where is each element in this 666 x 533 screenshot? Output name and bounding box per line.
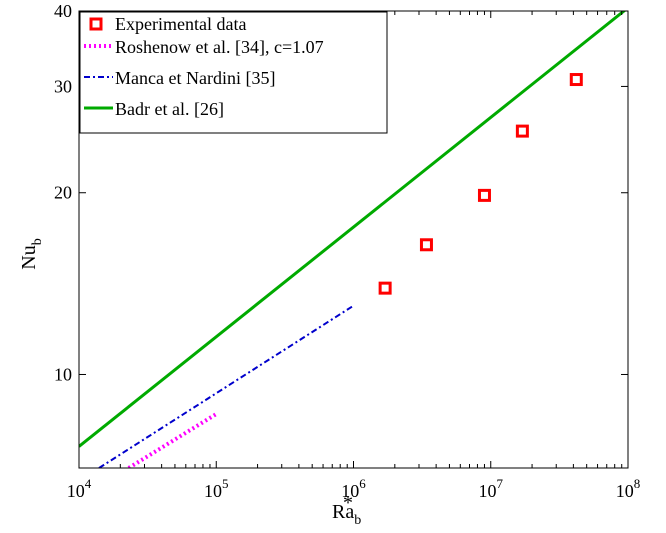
x-tick-label: 104 bbox=[67, 476, 92, 501]
x-axis-label-main: Ra bbox=[332, 501, 354, 523]
data-point-marker bbox=[569, 73, 583, 87]
legend-marker-experimental bbox=[89, 17, 103, 31]
x-tick-label: 107 bbox=[479, 476, 504, 501]
x-tick-label: 105 bbox=[204, 476, 229, 501]
x-tick-label-exponent: 8 bbox=[634, 476, 641, 491]
legend: Experimental data Roshenow et al. [34], … bbox=[79, 11, 388, 134]
y-tick-label: 20 bbox=[54, 183, 72, 203]
data-point-marker bbox=[477, 188, 491, 202]
x-tick-label: 106 bbox=[341, 476, 366, 501]
stray-mark: * bbox=[343, 492, 353, 514]
series-line-2 bbox=[98, 304, 355, 468]
x-tick-label-base: 10 bbox=[67, 481, 85, 501]
y-axis-label-main: Nu bbox=[18, 245, 40, 269]
x-tick-label-exponent: 7 bbox=[497, 476, 504, 491]
x-tick-label-exponent: 6 bbox=[359, 476, 366, 491]
legend-label-manca: Manca et Nardini [35] bbox=[115, 68, 275, 88]
y-tick-label: 40 bbox=[54, 1, 72, 21]
y-tick-label: 10 bbox=[54, 364, 72, 384]
legend-label-experimental: Experimental data bbox=[115, 14, 246, 34]
x-tick-label-base: 10 bbox=[341, 481, 359, 501]
legend-label-roshenow: Roshenow et al. [34], c=1.07 bbox=[115, 37, 324, 57]
x-tick-label-base: 10 bbox=[479, 481, 497, 501]
y-axis-label-subscript: b bbox=[30, 238, 45, 245]
x-tick-label-base: 10 bbox=[616, 481, 634, 501]
data-point-marker bbox=[378, 281, 392, 295]
series-line-1 bbox=[127, 412, 218, 468]
legend-box bbox=[79, 11, 388, 134]
data-point-marker bbox=[515, 124, 529, 138]
series-layer bbox=[79, 11, 627, 468]
x-tick-label-exponent: 4 bbox=[85, 476, 92, 491]
x-tick-label-base: 10 bbox=[204, 481, 222, 501]
data-point-marker bbox=[419, 238, 433, 252]
y-tick-label: 30 bbox=[54, 76, 72, 96]
y-axis-label: Nub bbox=[18, 238, 45, 269]
x-tick-label: 108 bbox=[616, 476, 641, 501]
series-line-3 bbox=[79, 11, 627, 448]
x-axis-label: Rab bbox=[332, 501, 361, 528]
x-tick-label-exponent: 5 bbox=[222, 476, 229, 491]
x-axis-label-subscript: b bbox=[354, 513, 361, 528]
legend-label-badr: Badr et al. [26] bbox=[115, 99, 224, 119]
